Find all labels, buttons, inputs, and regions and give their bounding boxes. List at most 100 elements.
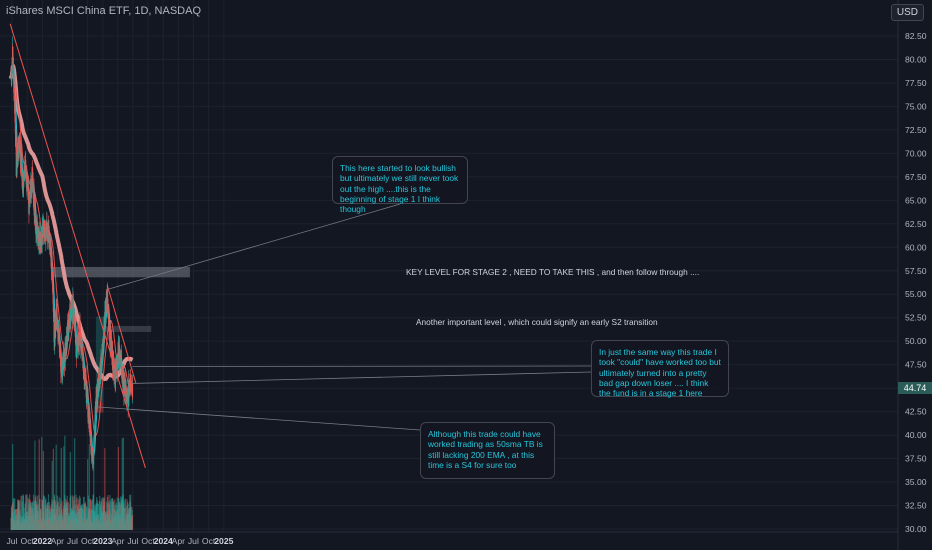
price-tick-label: 37.50 bbox=[905, 454, 927, 464]
volume-bar bbox=[51, 460, 53, 530]
last-price-tag: 44.74 bbox=[898, 382, 932, 394]
time-tick-label: Apr bbox=[172, 536, 186, 546]
candle-body bbox=[124, 395, 127, 398]
candle-body bbox=[36, 227, 38, 239]
trendline-long bbox=[9, 23, 146, 469]
volume-bar bbox=[125, 508, 127, 530]
volume-bar bbox=[119, 501, 121, 530]
candle-body bbox=[53, 319, 55, 342]
time-tick-label: Jul bbox=[127, 536, 138, 546]
candle-body bbox=[52, 290, 54, 304]
candle-body bbox=[58, 329, 60, 340]
time-tick-label: 2024 bbox=[154, 536, 173, 546]
volume-bar bbox=[104, 448, 106, 530]
candle-body bbox=[113, 363, 115, 380]
time-tick-label: Jul bbox=[188, 536, 199, 546]
candle-body bbox=[105, 313, 107, 318]
candle-body bbox=[51, 272, 54, 285]
price-tick-label: 80.00 bbox=[905, 54, 927, 64]
candle-body bbox=[94, 421, 96, 433]
price-axis: 82.50 80.00 77.50 75.00 72.50 70.00 67.50 65.00… bbox=[897, 0, 927, 550]
trendlines bbox=[9, 23, 146, 469]
candles bbox=[10, 36, 134, 472]
candle-body bbox=[113, 378, 116, 381]
volume-bar bbox=[60, 447, 62, 530]
candle-body bbox=[54, 329, 56, 347]
volume-bar bbox=[109, 500, 112, 530]
note-right: In just the same way this trade I took "… bbox=[591, 340, 729, 398]
price-tick-label: 52.50 bbox=[905, 313, 927, 323]
volume-bar bbox=[22, 495, 25, 530]
trade-box-profit bbox=[95, 316, 104, 403]
volume-bar bbox=[123, 500, 126, 530]
candle-body bbox=[90, 440, 92, 448]
candle-body bbox=[16, 155, 19, 161]
candle-body bbox=[44, 220, 46, 239]
connector-bottom bbox=[96, 406, 421, 431]
candle-body bbox=[73, 312, 75, 316]
time-tick-label: Jul bbox=[67, 536, 78, 546]
time-tick-label: Oct bbox=[202, 536, 216, 546]
candle-body bbox=[15, 136, 17, 147]
candle-body bbox=[131, 384, 134, 398]
price-tick-label: 32.50 bbox=[905, 501, 927, 511]
time-tick-label: Oct bbox=[81, 536, 95, 546]
candle-body bbox=[39, 231, 41, 246]
volume-bar bbox=[105, 501, 108, 530]
volume-bar bbox=[107, 494, 109, 530]
price-tick-label: 82.50 bbox=[905, 31, 927, 41]
candle-body bbox=[12, 46, 14, 53]
volume-bar bbox=[27, 497, 29, 530]
volume-bar bbox=[20, 495, 22, 530]
candle-body bbox=[14, 116, 16, 134]
price-tick-label: 70.00 bbox=[905, 148, 927, 158]
price-tick-label: 75.00 bbox=[905, 101, 927, 111]
candle-body bbox=[62, 357, 64, 375]
volume-bar bbox=[131, 514, 134, 530]
candle-body bbox=[56, 303, 58, 317]
candle-body bbox=[101, 353, 103, 366]
volume-bar bbox=[88, 443, 90, 530]
candle-body bbox=[33, 188, 35, 207]
price-tick-label: 42.50 bbox=[905, 407, 927, 417]
price-tick-label: 60.00 bbox=[905, 242, 927, 252]
volume-bar bbox=[84, 501, 87, 530]
candle-body bbox=[74, 324, 76, 333]
ma-200-line bbox=[9, 62, 134, 382]
candle-body bbox=[93, 440, 95, 450]
candle-body bbox=[85, 375, 87, 380]
volume-bar bbox=[87, 459, 89, 530]
volume-bar bbox=[64, 435, 66, 530]
volume-bar bbox=[122, 437, 125, 530]
price-tick-label: 40.00 bbox=[905, 430, 927, 440]
volume-bar bbox=[117, 446, 120, 530]
price-tick-label: 55.00 bbox=[905, 289, 927, 299]
candle-body bbox=[48, 234, 51, 248]
candle-body bbox=[103, 325, 105, 346]
key-level-band bbox=[52, 266, 190, 332]
connector-right-1 bbox=[132, 365, 592, 367]
price-tick-label: 30.00 bbox=[905, 524, 927, 534]
candle-body bbox=[102, 342, 104, 356]
candle-body bbox=[117, 357, 119, 371]
volume-bar bbox=[32, 494, 35, 530]
price-tick-label: 62.50 bbox=[905, 219, 927, 229]
volume-bar bbox=[52, 448, 54, 530]
candle-body bbox=[24, 171, 26, 176]
candle-body bbox=[75, 353, 77, 358]
candle-body bbox=[110, 329, 112, 340]
currency-button[interactable]: USD bbox=[890, 4, 924, 21]
time-tick-label: Oct bbox=[141, 536, 155, 546]
volume-bar bbox=[38, 439, 40, 530]
time-tick-label: 2022 bbox=[33, 536, 52, 546]
price-tick-label: 57.50 bbox=[905, 266, 927, 276]
price-tick-label: 47.50 bbox=[905, 360, 927, 370]
candle-body bbox=[113, 357, 115, 364]
volume-bar bbox=[34, 440, 36, 530]
candle-body bbox=[123, 380, 126, 391]
price-tick-label: 35.00 bbox=[905, 477, 927, 487]
time-tick-label: Oct bbox=[21, 536, 35, 546]
volume-bar bbox=[12, 443, 14, 530]
candle-body bbox=[100, 361, 102, 372]
candle-body bbox=[28, 201, 30, 204]
